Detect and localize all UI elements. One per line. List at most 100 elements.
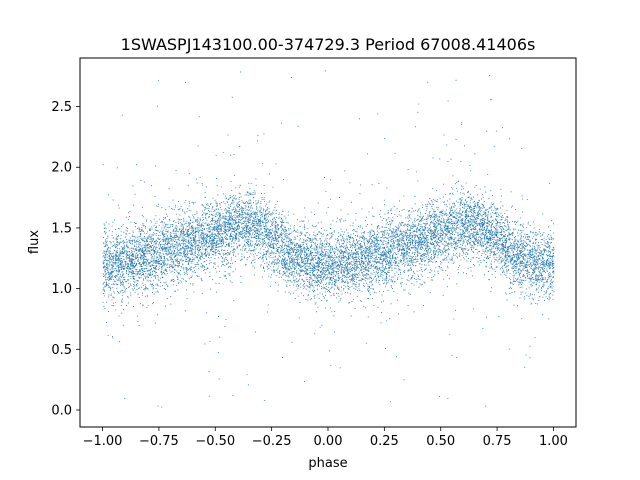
data-point [162, 238, 164, 240]
data-point [273, 242, 275, 244]
data-point [401, 244, 403, 246]
data-point [112, 260, 114, 261]
data-point [455, 183, 456, 185]
data-point [163, 265, 165, 266]
data-point [484, 201, 485, 203]
data-point [280, 233, 282, 235]
data-point [141, 255, 143, 256]
data-point [376, 258, 378, 260]
data-point [205, 213, 207, 215]
data-point [190, 238, 192, 240]
data-point [212, 197, 214, 199]
data-point [299, 234, 301, 236]
data-point [118, 254, 120, 255]
data-point [393, 235, 395, 237]
data-point [292, 261, 294, 262]
data-point [227, 238, 229, 240]
data-point [236, 230, 237, 231]
data-point [130, 283, 131, 285]
data-point [310, 242, 312, 243]
data-point [369, 287, 370, 289]
data-point [327, 290, 329, 292]
data-point [349, 252, 350, 254]
data-point [202, 242, 204, 244]
data-point [383, 255, 385, 257]
data-point [478, 228, 480, 230]
data-point [111, 272, 112, 274]
data-point [388, 264, 390, 266]
data-point [538, 266, 540, 268]
data-point [161, 221, 163, 222]
data-point [134, 193, 136, 195]
data-point [330, 259, 332, 261]
data-point [182, 233, 184, 235]
data-point [353, 264, 355, 265]
data-point [277, 259, 279, 261]
data-point [173, 220, 175, 222]
data-point [352, 253, 354, 254]
data-point [306, 240, 308, 241]
data-point [514, 243, 515, 245]
data-point [151, 261, 153, 263]
data-point [491, 247, 493, 249]
data-point [200, 251, 202, 253]
data-point [330, 258, 331, 260]
data-point [382, 260, 384, 262]
data-point [493, 220, 495, 222]
data-point [200, 263, 202, 265]
data-point [327, 252, 329, 254]
data-point [495, 232, 497, 233]
data-point [281, 259, 283, 261]
data-point [392, 220, 394, 222]
data-point [264, 215, 266, 217]
data-point [131, 258, 133, 260]
data-point [321, 282, 323, 284]
data-point [298, 244, 300, 246]
data-point [286, 286, 288, 287]
data-point [306, 274, 308, 276]
data-point [159, 285, 161, 287]
data-point [312, 226, 314, 228]
data-point [538, 258, 539, 260]
data-point [211, 235, 213, 237]
data-point [370, 262, 372, 264]
data-point [389, 254, 390, 256]
data-point [209, 340, 211, 342]
data-point [226, 231, 228, 233]
data-point [174, 206, 176, 208]
data-point [216, 229, 218, 231]
data-point [414, 239, 416, 241]
data-point [314, 276, 316, 278]
data-point [484, 244, 486, 246]
data-point [447, 226, 449, 228]
data-point [129, 258, 131, 260]
data-point [142, 249, 144, 251]
data-point [175, 265, 177, 266]
data-point [289, 272, 291, 274]
data-point [286, 263, 288, 265]
data-point [385, 262, 387, 264]
data-point [310, 264, 312, 266]
data-point [480, 214, 481, 216]
data-point [314, 242, 316, 244]
data-point [494, 253, 495, 254]
data-point [529, 277, 530, 279]
data-point [349, 271, 351, 273]
data-point [266, 222, 268, 224]
data-point [111, 276, 113, 278]
data-point [139, 274, 141, 276]
data-point [290, 242, 292, 243]
data-point [339, 246, 341, 248]
data-point [413, 284, 415, 286]
data-point [227, 273, 229, 275]
data-point [396, 226, 397, 228]
data-point [104, 266, 105, 268]
data-point [111, 255, 112, 257]
data-point [465, 245, 467, 247]
data-point [284, 244, 286, 246]
data-point [549, 248, 550, 250]
data-point [422, 217, 424, 219]
data-point [257, 229, 258, 231]
data-point [192, 240, 194, 241]
data-point [522, 261, 523, 262]
